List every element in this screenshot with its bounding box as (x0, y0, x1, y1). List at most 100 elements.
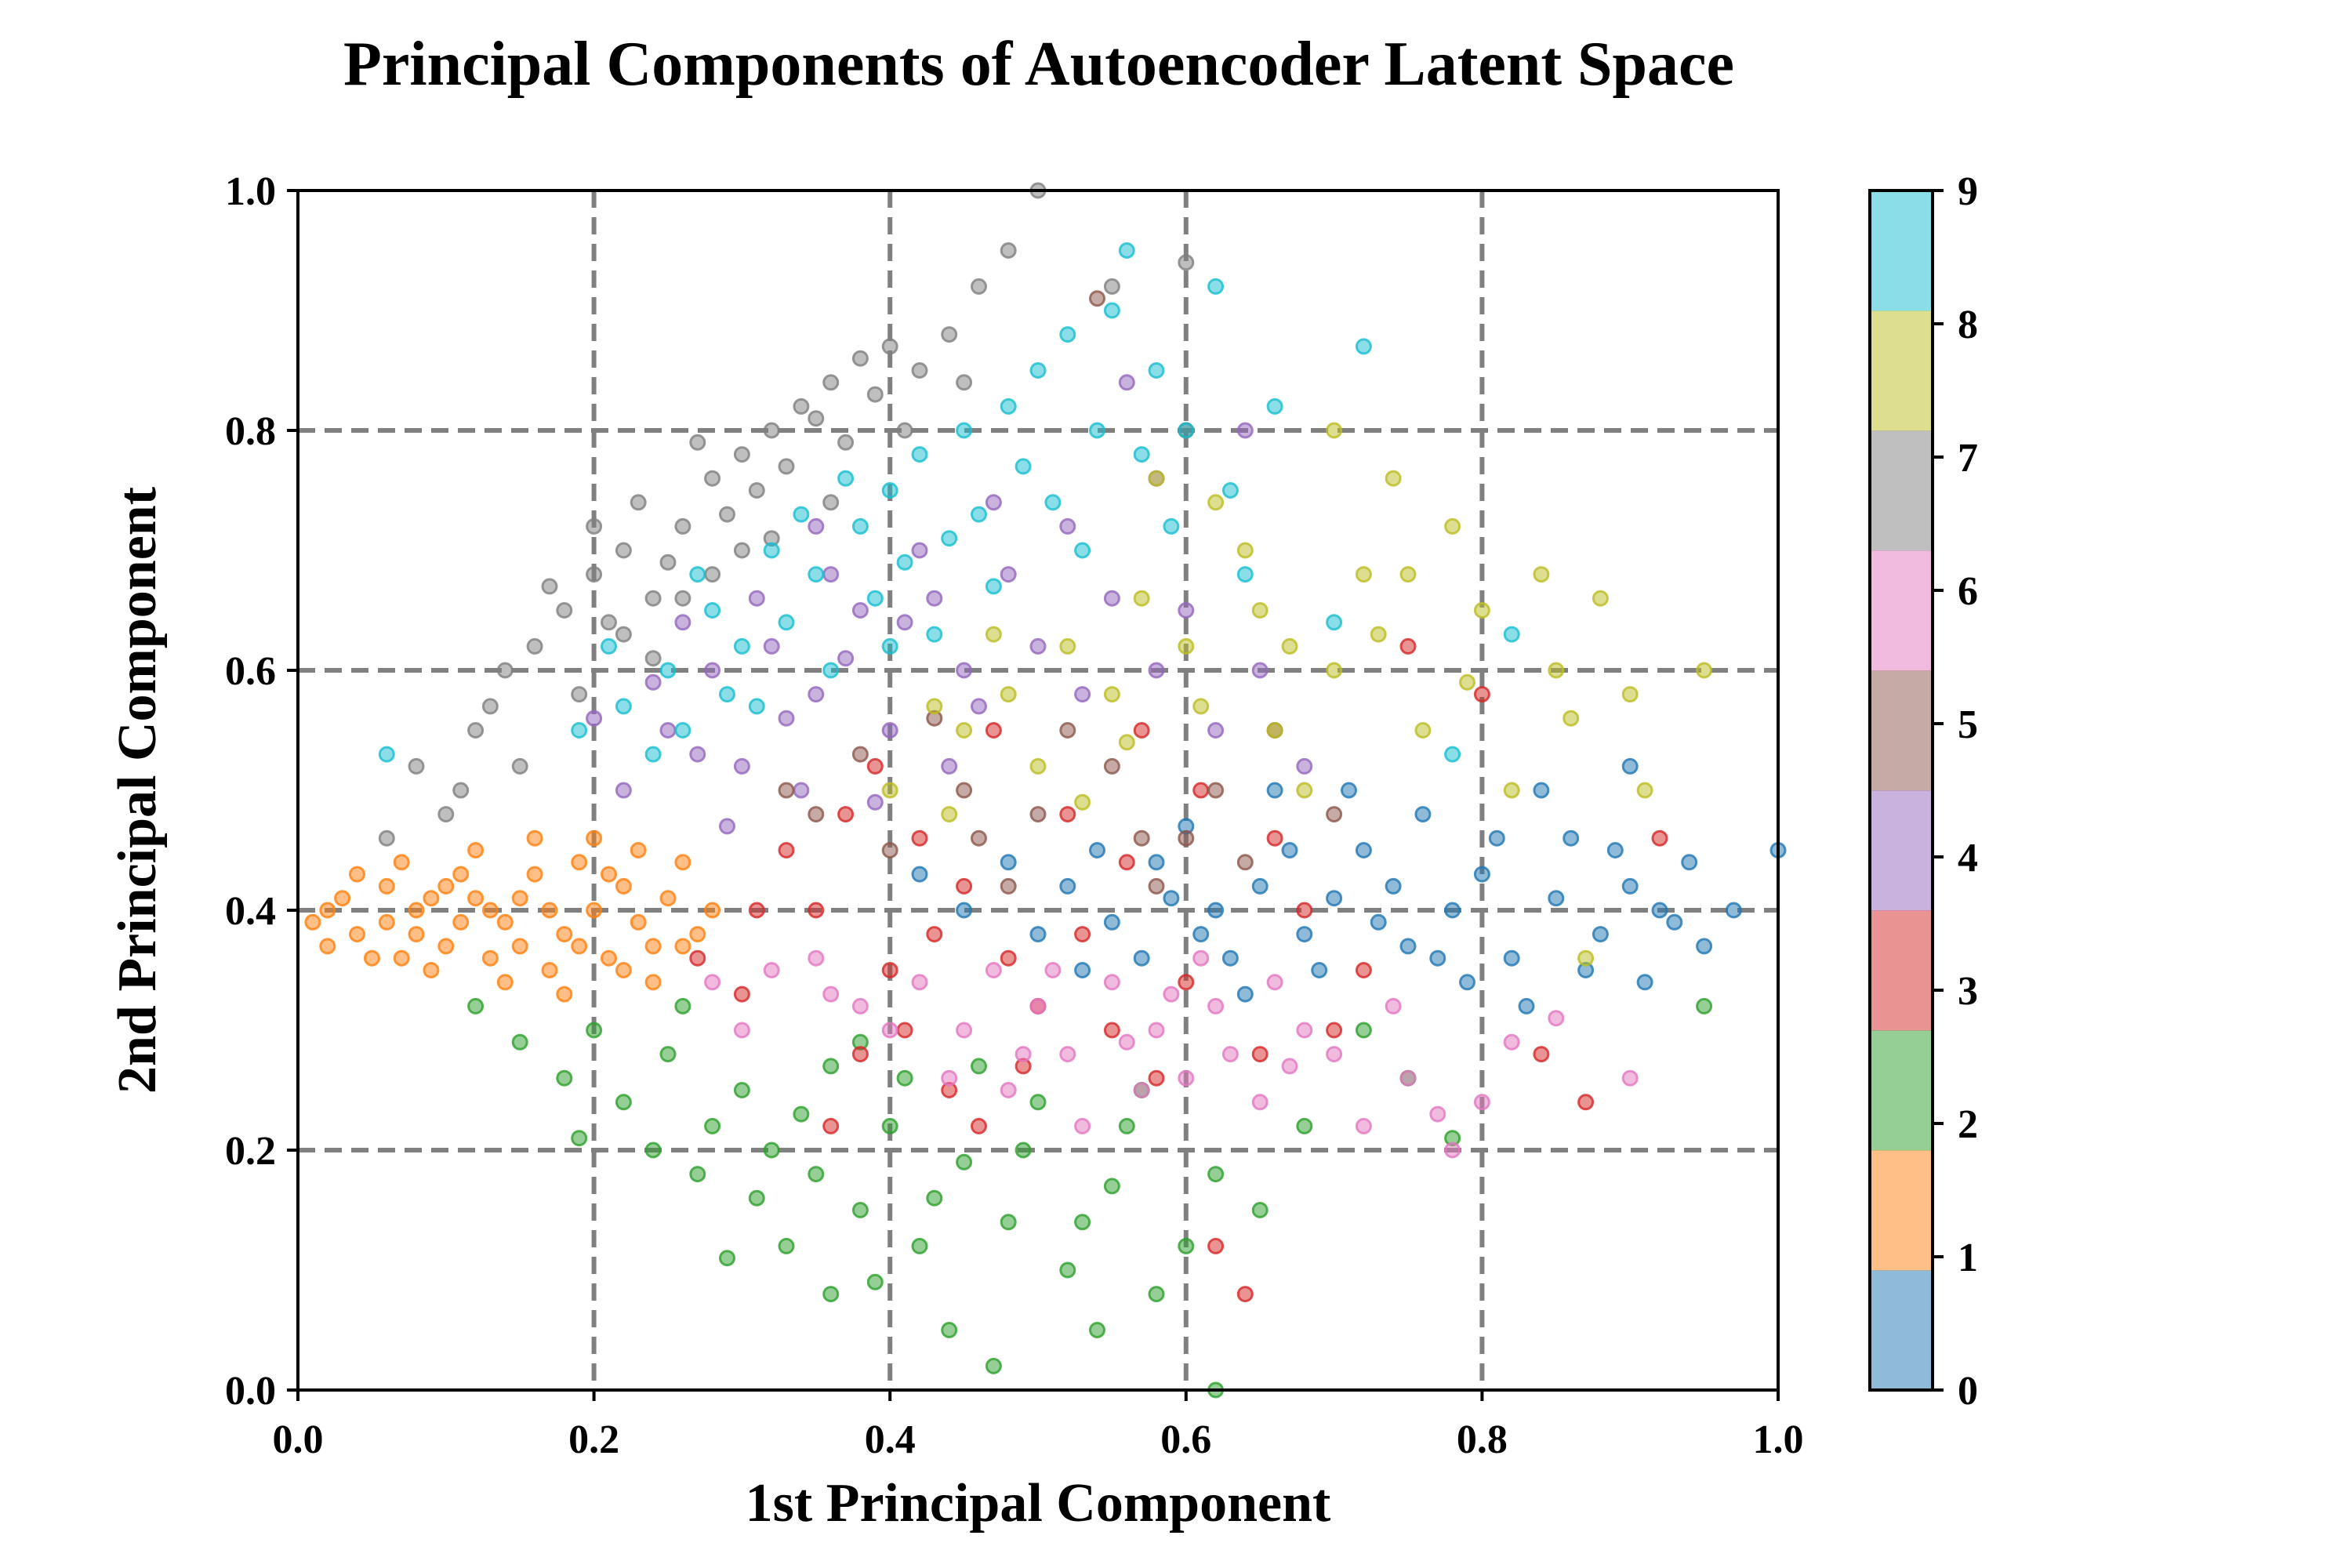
scatter-point-class-9 (896, 554, 913, 571)
scatter-point-class-0 (1444, 902, 1461, 919)
colorbar-tick-label: 0 (1958, 1369, 1978, 1414)
scatter-point-class-4 (1118, 374, 1135, 391)
scatter-point-class-2 (1014, 1142, 1032, 1159)
scatter-point-class-0 (1621, 877, 1639, 895)
scatter-point-class-0 (1636, 974, 1653, 991)
scatter-point-class-9 (1074, 542, 1091, 559)
scatter-point-class-7 (408, 757, 425, 775)
scatter-point-class-3 (733, 985, 750, 1003)
scatter-point-class-8 (1621, 686, 1639, 703)
scatter-point-class-9 (1355, 338, 1372, 355)
scatter-point-class-1 (704, 902, 721, 919)
scatter-point-class-2 (467, 997, 485, 1014)
colorbar-tick-label: 2 (1958, 1102, 1978, 1147)
scatter-point-class-1 (644, 938, 662, 955)
scatter-point-class-0 (1488, 829, 1505, 847)
scatter-point-class-3 (1207, 1237, 1225, 1254)
scatter-point-class-7 (571, 686, 588, 703)
scatter-point-class-1 (481, 902, 499, 919)
scatter-point-class-4 (837, 650, 855, 667)
scatter-point-class-7 (615, 626, 632, 643)
scatter-point-class-2 (511, 1033, 528, 1051)
scatter-point-class-3 (1236, 1286, 1254, 1303)
colorbar-segment-4 (1870, 790, 1933, 911)
colorbar-tick-label: 4 (1958, 836, 1978, 880)
chart-title: Principal Components of Autoencoder Late… (343, 30, 1734, 99)
scatter-point-class-3 (1251, 1046, 1269, 1063)
scatter-point-class-2 (644, 1142, 662, 1159)
scatter-point-class-9 (851, 517, 869, 535)
scatter-point-class-5 (1029, 806, 1047, 823)
scatter-point-class-1 (437, 877, 455, 895)
colorbar-segment-0 (1870, 1270, 1933, 1391)
scatter-point-class-6 (704, 974, 721, 991)
scatter-point-class-3 (911, 829, 928, 847)
scatter-point-class-0 (1518, 997, 1535, 1014)
scatter-point-class-5 (956, 782, 973, 799)
scatter-point-class-1 (689, 926, 706, 943)
scatter-point-class-9 (704, 602, 721, 619)
scatter-point-class-2 (689, 1166, 706, 1183)
scatter-point-class-0 (1221, 949, 1239, 967)
scatter-point-class-9 (674, 722, 691, 739)
scatter-point-class-9 (1236, 566, 1254, 583)
scatter-point-class-3 (881, 962, 898, 978)
scatter-point-class-9 (1207, 278, 1225, 295)
scatter-point-class-6 (1399, 1069, 1417, 1087)
scatter-point-class-7 (1000, 242, 1017, 259)
scatter-point-class-7 (733, 446, 750, 463)
scatter-point-class-7 (556, 602, 573, 619)
scatter-point-class-6 (1029, 997, 1047, 1014)
scatter-point-class-4 (1103, 590, 1120, 607)
scatter-point-class-2 (1696, 997, 1713, 1014)
scatter-point-class-7 (526, 637, 543, 655)
scatter-point-class-8 (1563, 710, 1580, 727)
scatter-point-class-2 (822, 1286, 840, 1303)
scatter-point-class-3 (985, 722, 1002, 739)
scatter-point-class-1 (526, 829, 543, 847)
scatter-point-class-4 (822, 566, 840, 583)
scatter-point-class-0 (1503, 949, 1520, 967)
scatter-point-class-5 (1236, 854, 1254, 871)
scatter-point-class-6 (851, 997, 869, 1014)
scatter-point-class-5 (1178, 829, 1195, 847)
scatter-point-class-2 (586, 1022, 603, 1039)
scatter-point-class-8 (1459, 673, 1475, 691)
scatter-point-class-1 (423, 890, 440, 907)
scatter-point-class-6 (1296, 1022, 1313, 1039)
scatter-point-class-7 (971, 278, 987, 295)
scatter-point-class-9 (659, 662, 677, 679)
scatter-point-class-6 (1444, 1142, 1461, 1159)
scatter-point-class-9 (1326, 614, 1343, 631)
scatter-point-class-3 (1473, 686, 1490, 703)
scatter-point-class-3 (1577, 1094, 1595, 1111)
scatter-point-class-6 (733, 1022, 750, 1039)
scatter-point-class-8 (1385, 470, 1402, 487)
scatter-point-class-2 (808, 1166, 825, 1183)
scatter-point-class-6 (1000, 1082, 1017, 1098)
scatter-point-class-7 (896, 422, 913, 439)
scatter-point-class-1 (408, 926, 425, 943)
scatter-point-class-8 (1592, 590, 1609, 607)
scatter-point-class-1 (304, 913, 321, 931)
scatter-point-class-7 (822, 494, 840, 511)
scatter-point-class-0 (1548, 890, 1565, 907)
y-tick-label: 0.0 (225, 1369, 276, 1414)
scatter-point-class-1 (378, 877, 395, 895)
colorbar-tick-label: 9 (1958, 169, 1978, 214)
scatter-point-class-2 (778, 1237, 795, 1254)
scatter-point-class-6 (1118, 1033, 1135, 1051)
scatter-point-class-4 (704, 662, 721, 679)
plot-frame (296, 189, 1780, 1392)
scatter-point-class-5 (1133, 829, 1150, 847)
colorbar-segment-5 (1870, 670, 1933, 791)
scatter-point-class-1 (556, 985, 573, 1003)
scatter-point-class-9 (808, 566, 825, 583)
scatter-point-class-9 (837, 470, 855, 487)
scatter-point-class-1 (423, 962, 440, 978)
scatter-point-class-2 (1355, 1022, 1372, 1039)
scatter-point-class-7 (1178, 254, 1195, 271)
scatter-point-class-1 (496, 974, 514, 991)
scatter-point-class-0 (1370, 913, 1387, 931)
scatter-point-class-1 (571, 854, 588, 871)
